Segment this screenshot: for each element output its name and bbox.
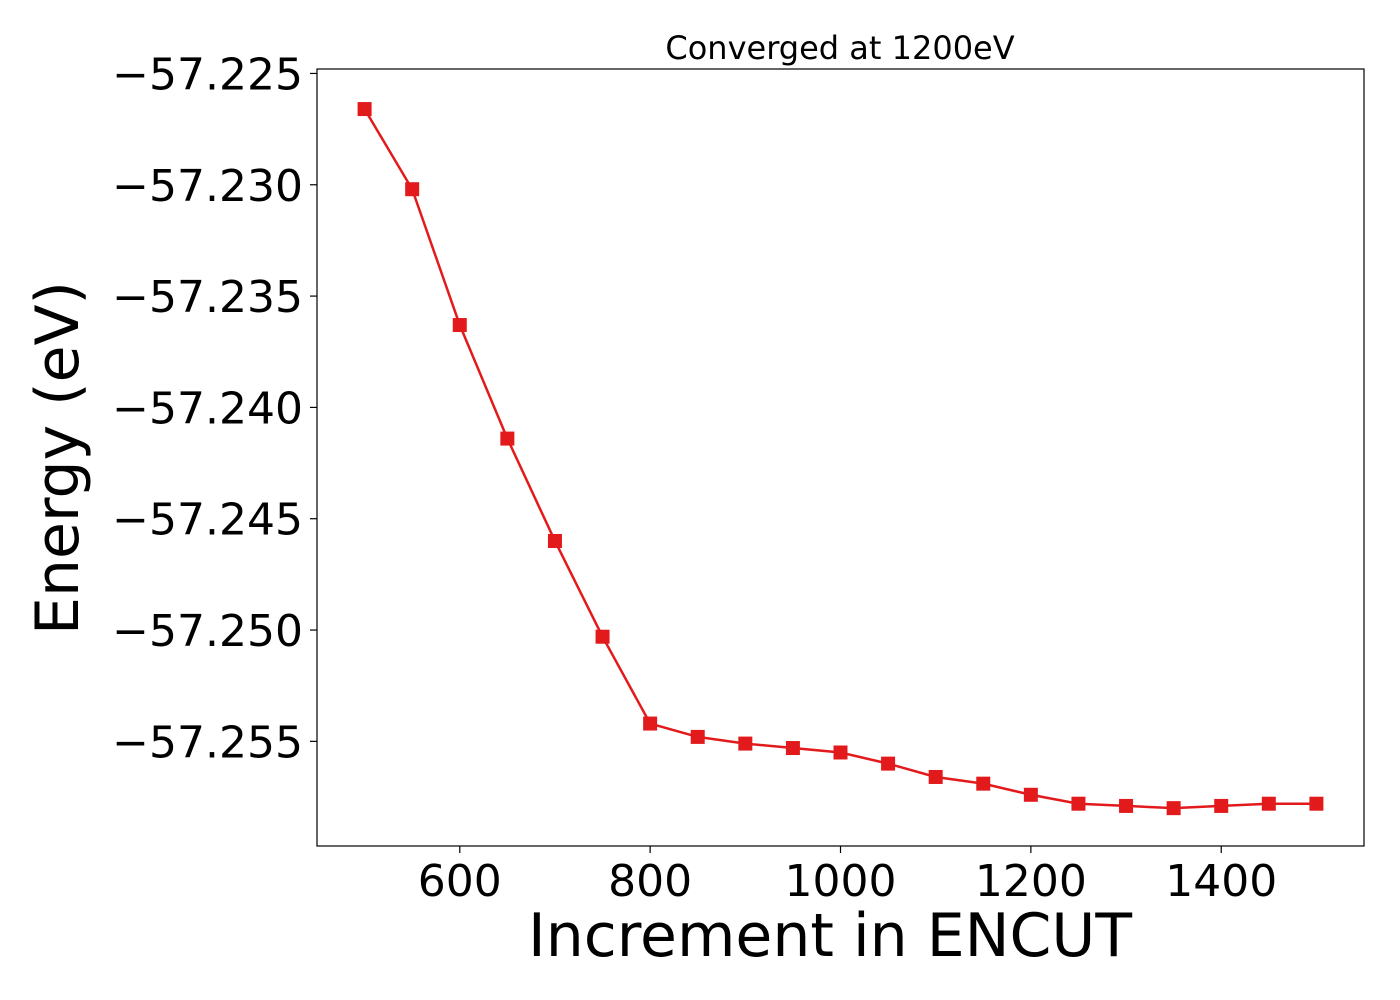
y-axis-title: Energy (eV) <box>23 281 93 635</box>
data-point-marker <box>928 769 943 784</box>
data-point-marker <box>1214 798 1229 813</box>
x-tick-label: 1200 <box>975 856 1087 907</box>
data-point-marker <box>1166 801 1181 816</box>
data-point-marker <box>452 318 467 333</box>
y-tick-label: −57.250 <box>112 606 303 657</box>
data-point-marker <box>785 741 800 756</box>
x-tick-label: 1000 <box>785 856 897 907</box>
y-tick-label: −57.255 <box>112 717 303 768</box>
y-tick-label: −57.240 <box>112 383 303 434</box>
data-point-marker <box>405 182 420 197</box>
x-tick-label: 600 <box>418 856 502 907</box>
y-tick-label: −57.235 <box>112 272 303 323</box>
x-tick-label: 800 <box>608 856 692 907</box>
data-point-marker <box>1119 798 1134 813</box>
data-point-marker <box>643 716 658 731</box>
data-point-marker <box>1071 796 1086 811</box>
data-point-marker <box>833 745 848 760</box>
chart-title: Converged at 1200eV <box>665 29 1014 67</box>
data-point-marker <box>547 533 562 548</box>
data-point-marker <box>1309 796 1324 811</box>
y-tick-label: −57.230 <box>112 161 303 212</box>
y-tick-label: −57.225 <box>112 49 303 100</box>
data-point-marker <box>1261 796 1276 811</box>
data-point-marker <box>1023 787 1038 802</box>
series-line <box>363 108 1317 810</box>
data-point-marker <box>357 102 372 117</box>
x-axis-ticks: 600 800 1000 1200 1400 <box>418 846 1277 907</box>
data-point-marker <box>595 629 610 644</box>
y-axis-ticks: −57.225 −57.230 −57.235 −57.240 −57.245 −57.2… <box>112 49 317 768</box>
data-point-marker <box>976 776 991 791</box>
plot-area-frame <box>316 68 1365 847</box>
y-tick-label: −57.245 <box>112 495 303 546</box>
data-point-marker <box>881 756 896 771</box>
x-axis-title: Increment in ENCUT <box>528 901 1132 971</box>
data-point-marker <box>738 736 753 751</box>
data-point-marker <box>500 431 515 446</box>
x-tick-label: 1400 <box>1165 856 1277 907</box>
series-layer <box>357 102 1324 816</box>
data-point-marker <box>690 729 705 744</box>
